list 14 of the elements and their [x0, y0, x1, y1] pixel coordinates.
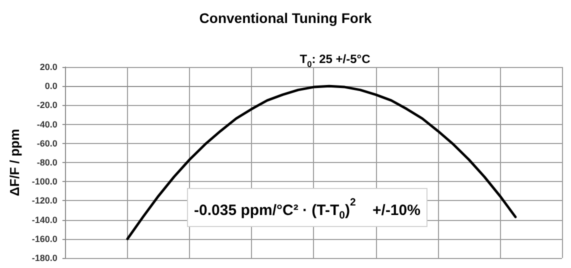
y-tick-label: -160.0	[32, 234, 58, 244]
y-tick-label: -140.0	[32, 214, 58, 225]
chart-title: Conventional Tuning Fork	[199, 10, 372, 26]
y-tick-label: -100.0	[32, 176, 58, 187]
line-series	[126, 84, 517, 240]
y-tick-label: 0.0	[44, 81, 58, 92]
y-tick-label: -120.0	[32, 196, 58, 206]
y-tick-label: -60.0	[36, 138, 58, 148]
y-axis-title: ΔF/F / ppm	[7, 128, 22, 196]
y-tick-label: 20.0	[40, 62, 58, 72]
y-tick-label: -20.0	[36, 100, 58, 110]
y-tick-label: -180.0	[32, 253, 58, 263]
y-tick-label: -40.0	[36, 119, 58, 130]
y-tick-label: -80.0	[36, 158, 58, 168]
